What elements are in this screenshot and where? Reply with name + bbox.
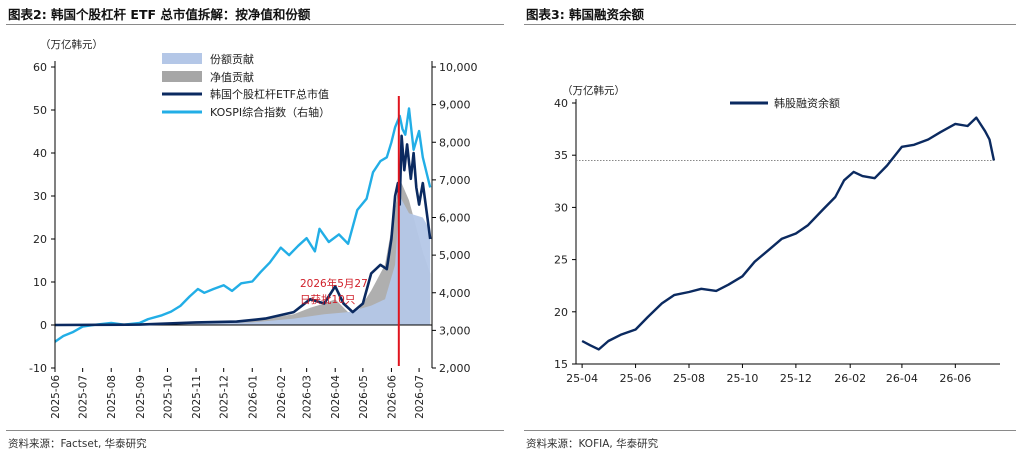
right-title-rule <box>524 24 1016 25</box>
right-y-tick-label: 9,000 <box>439 99 471 112</box>
left-y-tick-label: 10 <box>33 276 47 289</box>
left-x-tick-label: 2026-05 <box>358 375 370 419</box>
legend-label-kospi: KOSPI综合指数（右轴） <box>210 105 330 119</box>
annotation-line-2: 日获批10只 <box>300 293 355 306</box>
right-y-tick-label: 2,000 <box>439 362 471 375</box>
left-y-tick-label: 50 <box>33 104 47 117</box>
annotation-line-1: 2026年5月27 <box>300 277 368 290</box>
margin-x-tick-label: 25-08 <box>673 372 705 385</box>
left-x-tick-label: 2026-07 <box>414 375 426 419</box>
series-area-nav-contribution <box>55 178 431 325</box>
right-y-tick-label: 8,000 <box>439 136 471 149</box>
margin-y-tick-label: 30 <box>554 201 568 214</box>
left-y-tick-label: 30 <box>33 190 47 203</box>
left-source-note: 资料来源：Factset, 华泰研究 <box>8 438 147 450</box>
margin-y-tick-label: 40 <box>554 97 568 110</box>
left-x-tick-label: 2025-10 <box>162 375 174 419</box>
left-figure-title: 图表2: 韩国个股杠杆 ETF 总市值拆解：按净值和份额 <box>8 7 311 22</box>
margin-x-tick-label: 26-04 <box>886 372 918 385</box>
legend-label-nav: 净值贡献 <box>210 70 254 84</box>
right-source-note: 资料来源：KOFIA, 华泰研究 <box>526 438 659 450</box>
left-x-tick-label: 2026-01 <box>247 375 259 419</box>
left-x-tick-label: 2026-02 <box>276 375 288 419</box>
series-line-kospi <box>54 107 432 343</box>
right-source-rule <box>524 430 1016 431</box>
left-y-tick-label: 60 <box>33 61 47 74</box>
series-line-margin-balance <box>581 116 996 351</box>
series-line-etf-total <box>54 134 432 327</box>
margin-y-tick-label: 20 <box>554 306 568 319</box>
series-area-share-contribution <box>55 196 431 325</box>
left-y-tick-label: 20 <box>33 233 47 246</box>
right-figure-title: 图表3: 韩国融资余额 <box>526 7 645 22</box>
left-y-tick-label: -10 <box>29 362 47 375</box>
left-x-tick-label: 2026-06 <box>386 375 398 419</box>
left-x-tick-label: 2025-12 <box>219 375 231 419</box>
left-y-tick-label: 40 <box>33 147 47 160</box>
margin-x-tick-label: 26-02 <box>834 372 866 385</box>
left-x-tick-label: 2026-04 <box>330 375 342 419</box>
legend-label-share: 份额贡献 <box>210 52 254 66</box>
legend-label-etf: 韩国个股杠杆ETF总市值 <box>210 87 329 101</box>
margin-balance-chart: （万亿韩元） 15 20 25 30 35 40 25-04 25-06 25-08 25-10 25… <box>554 84 1000 385</box>
margin-x-tick-label: 25-04 <box>566 372 598 385</box>
left-x-tick-label: 2025-09 <box>135 375 147 419</box>
left-x-tick-label: 2025-11 <box>191 375 203 419</box>
left-y-tick-label: 0 <box>40 319 47 332</box>
right-y-tick-label: 3,000 <box>439 324 471 337</box>
legend-swatch-nav <box>162 71 202 82</box>
margin-legend-label: 韩股融资余额 <box>774 96 840 110</box>
left-x-tick-label: 2025-06 <box>50 375 62 419</box>
margin-y-tick-label: 15 <box>554 358 568 371</box>
right-figure: 图表3: 韩国融资余额 （万亿韩元） 15 20 25 30 35 40 25-04 25-06… <box>518 0 1024 455</box>
right-y-tick-label: 4,000 <box>439 287 471 300</box>
legend-swatch-share <box>162 53 202 64</box>
left-x-tick-label: 2025-07 <box>78 375 90 419</box>
left-source-rule <box>6 430 504 431</box>
left-title-rule <box>6 24 504 25</box>
left-unit-label: （万亿韩元） <box>40 38 103 51</box>
margin-x-tick-label: 25-10 <box>726 372 758 385</box>
etf-market-value-chart: （万亿韩元） 2026年5月27 日获批10只 -10 0 10 20 30 40 50 60 2,0… <box>29 38 478 419</box>
right-y-tick-label: 7,000 <box>439 174 471 187</box>
margin-y-tick-label: 25 <box>554 254 568 267</box>
right-y-tick-label: 6,000 <box>439 212 471 225</box>
margin-x-tick-label: 26-06 <box>939 372 971 385</box>
left-figure: 图表2: 韩国个股杠杆 ETF 总市值拆解：按净值和份额 （万亿韩元） 2026年… <box>6 7 504 450</box>
margin-y-tick-label: 35 <box>554 149 568 162</box>
right-y-tick-label: 10,000 <box>439 61 478 74</box>
right-unit-label: （万亿韩元） <box>562 84 625 97</box>
margin-x-tick-label: 25-06 <box>620 372 652 385</box>
left-x-tick-label: 2025-08 <box>106 375 118 419</box>
right-y-tick-label: 5,000 <box>439 249 471 262</box>
left-x-tick-label: 2026-03 <box>302 375 314 419</box>
margin-x-tick-label: 25-12 <box>780 372 812 385</box>
